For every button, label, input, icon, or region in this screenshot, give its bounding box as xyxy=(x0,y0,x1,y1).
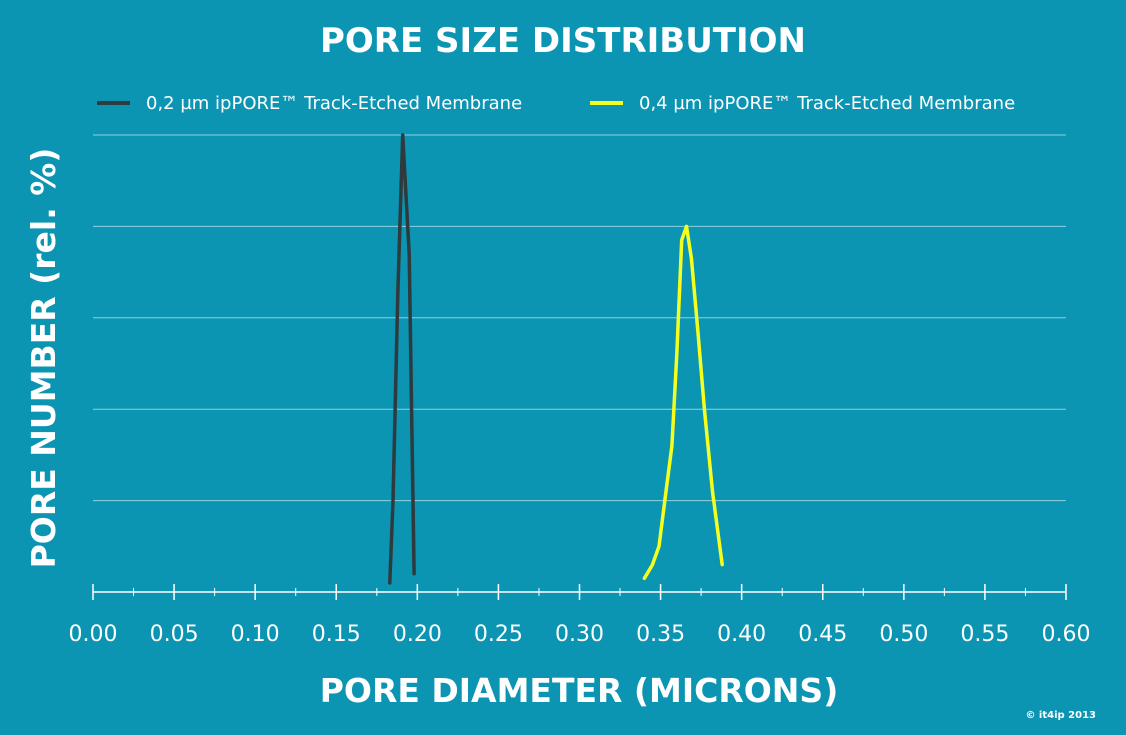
series-line-0 xyxy=(388,133,416,585)
x-tick-label-3: 0.15 xyxy=(312,622,361,647)
x-tick-label-11: 0.55 xyxy=(960,622,1009,647)
x-tick-labels: 0.00 0.05 0.10 0.15 0.20 0.25 0.30 0.35 0.40 0.45… xyxy=(69,622,1091,647)
x-tick-label-4: 0.20 xyxy=(393,622,442,647)
x-tick-label-10: 0.50 xyxy=(879,622,928,647)
x-tick-label-12: 0.60 xyxy=(1042,622,1091,647)
x-tick-label-2: 0.10 xyxy=(231,622,280,647)
x-axis-title: PORE DIAMETER (MICRONS) xyxy=(320,671,839,710)
x-tick-label-8: 0.40 xyxy=(717,622,766,647)
x-tick-label-1: 0.05 xyxy=(150,622,199,647)
chart-title: PORE SIZE DISTRIBUTION xyxy=(320,21,806,61)
x-tick-label-6: 0.30 xyxy=(555,622,604,647)
series-line-1 xyxy=(642,224,724,581)
series-lines xyxy=(388,133,724,585)
x-tick-label-7: 0.35 xyxy=(636,622,685,647)
legend: 0,2 µm ipPORE™ Track-Etched Membrane 0,4… xyxy=(97,93,1015,114)
x-tick-label-0: 0.00 xyxy=(69,622,118,647)
x-axis xyxy=(92,584,1067,600)
y-axis-title: PORE NUMBER (rel. %) xyxy=(24,148,63,569)
legend-label-0: 0,2 µm ipPORE™ Track-Etched Membrane xyxy=(146,93,522,114)
gridlines xyxy=(93,134,1066,502)
legend-label-1: 0,4 µm ipPORE™ Track-Etched Membrane xyxy=(639,93,1015,114)
copyright-text: © it4ip 2013 xyxy=(1025,710,1096,721)
x-tick-label-5: 0.25 xyxy=(474,622,523,647)
x-tick-label-9: 0.45 xyxy=(798,622,847,647)
